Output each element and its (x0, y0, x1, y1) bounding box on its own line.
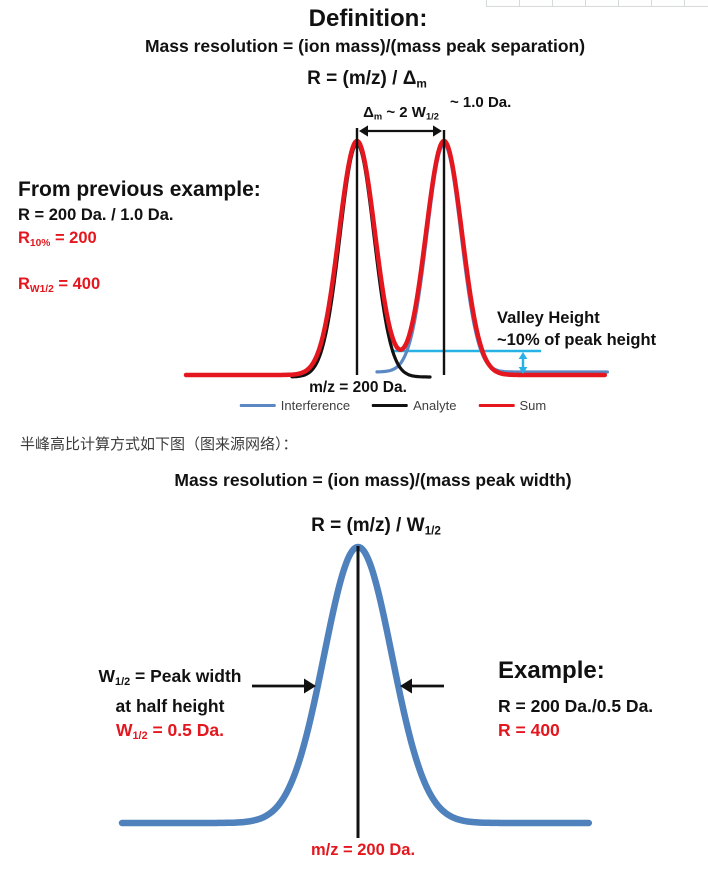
table-cell (486, 0, 519, 6)
separation-value-label: ~ 1.0 Da. (450, 94, 512, 111)
previous-example-ratio: R = 200 Da. / 1.0 Da. (18, 206, 174, 224)
half-width-label: W1/2 = Peak width at half height W1/2 = … (98, 666, 242, 743)
example-ratio: R = 200 Da./0.5 Da. (498, 696, 654, 716)
table-cell (519, 0, 552, 6)
example-result: R = 400 (498, 720, 560, 740)
interference-line-swatch (239, 403, 276, 408)
mz-label-figure2: m/z = 200 Da. (310, 841, 416, 859)
definition-title: Definition: (308, 5, 428, 32)
legend-label: Sum (519, 398, 547, 413)
table-cell (618, 0, 651, 6)
legend-item-analyte: Analyte (372, 398, 457, 413)
legend-item-sum: Sum (478, 398, 547, 413)
mz-label-figure1: m/z = 200 Da. (309, 379, 407, 396)
resolution-definition-2: Mass resolution = (ion mass)/(mass peak … (174, 470, 572, 490)
legend-label: Analyte (413, 398, 457, 413)
valley-height-label: Valley Height ~10% of peak height (497, 309, 657, 349)
example-title: Example: (498, 657, 605, 684)
formula-r-delta-m: R = (m/z) / Δm (307, 68, 427, 91)
table-cell (552, 0, 585, 6)
example-block: Example: R = 200 Da./0.5 Da. R = 400 (498, 657, 653, 742)
formula-r-w12: R = (m/z) / W1/2 (311, 515, 441, 538)
legend-item-interference: Interference (239, 398, 351, 413)
delta-m-width-label: Δm ~ 2 W1/2 (363, 104, 439, 122)
sum-line-swatch (478, 403, 515, 408)
clipped-table-fragment (486, 0, 708, 7)
legend-label: Interference (280, 398, 351, 413)
table-cell (585, 0, 618, 6)
table-cell (684, 0, 708, 6)
analyte-line-swatch (372, 403, 409, 408)
table-cell (651, 0, 684, 6)
previous-example-title: From previous example: (18, 178, 261, 201)
rw12-value: RW1/2 = 400 (18, 275, 101, 295)
r10-value: R10% = 200 (18, 229, 97, 249)
article-caption: 半峰高比计算方式如下图（图来源网络）： (20, 436, 298, 453)
resolution-definition-1: Mass resolution = (ion mass)/(mass peak … (144, 36, 586, 56)
figure1-legend: Interference Analyte Sum (239, 398, 547, 413)
